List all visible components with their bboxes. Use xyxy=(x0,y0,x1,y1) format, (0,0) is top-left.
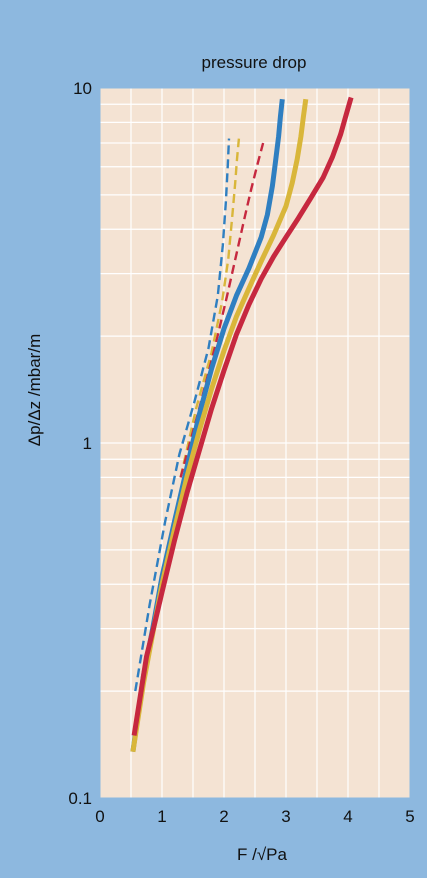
series-lines xyxy=(130,96,354,753)
x-tick-label: 3 xyxy=(281,807,290,826)
x-axis-label: F /√Pa xyxy=(237,845,287,864)
x-tick-label: 5 xyxy=(405,807,414,826)
x-axis-ticks: 0 1 2 3 4 5 xyxy=(95,807,414,826)
y-axis-label: Δp/Δz /mbar/m xyxy=(25,334,44,446)
grid-lines xyxy=(100,88,410,798)
x-tick-label: 2 xyxy=(219,807,228,826)
series-line-blue-dashed-0 xyxy=(134,138,231,692)
series-line-red-solid-5 xyxy=(131,96,354,736)
y-tick-label: 0.1 xyxy=(68,789,92,808)
x-tick-label: 0 xyxy=(95,807,104,826)
y-tick-label: 1 xyxy=(83,434,92,453)
y-tick-label: 10 xyxy=(73,79,92,98)
y-axis-ticks: 0.1 1 10 xyxy=(68,79,92,808)
x-tick-label: 1 xyxy=(157,807,166,826)
series-line-yellow-dashed-1 xyxy=(179,138,241,478)
plot-frame xyxy=(99,87,411,799)
x-tick-label: 4 xyxy=(343,807,352,826)
chart-title: pressure drop xyxy=(202,53,307,72)
